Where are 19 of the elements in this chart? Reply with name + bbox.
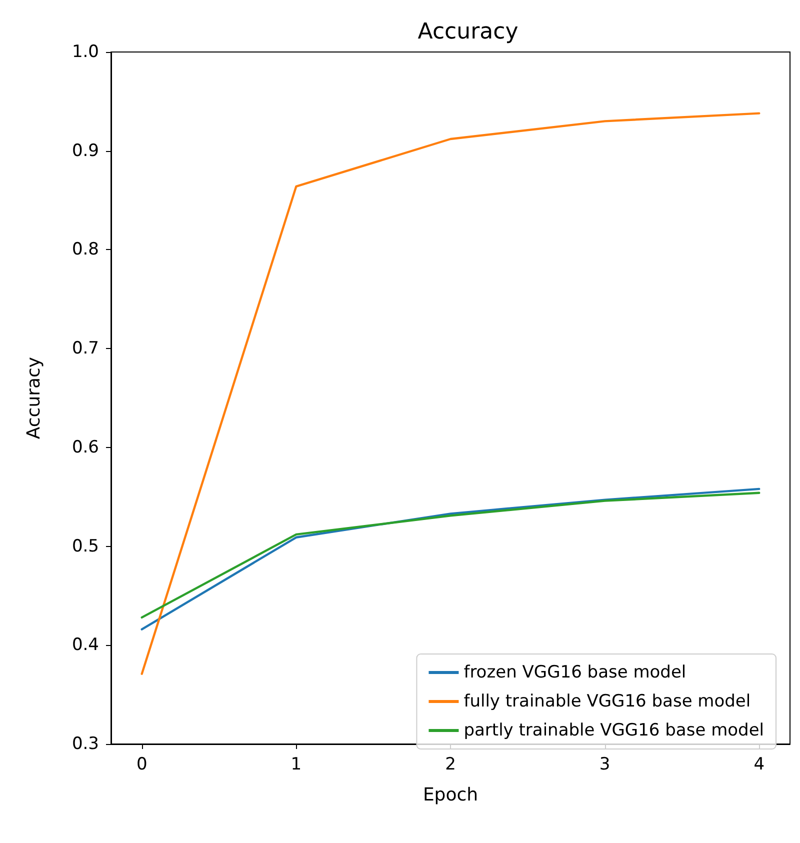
x-tick-label: 0 — [136, 754, 148, 774]
chart-title: Accuracy — [418, 20, 518, 44]
legend-label: frozen VGG16 base model — [464, 662, 686, 682]
x-tick-label: 4 — [754, 754, 765, 774]
x-tick-label: 1 — [290, 754, 302, 774]
legend-label: partly trainable VGG16 base model — [464, 720, 764, 740]
y-tick-label: 0.8 — [72, 240, 99, 260]
x-tick-label: 3 — [599, 754, 610, 774]
y-tick-label: 0.3 — [72, 734, 99, 754]
y-tick-label: 0.5 — [72, 536, 99, 556]
y-axis-title: Accuracy — [24, 356, 44, 440]
x-tick-label: 2 — [445, 754, 456, 774]
legend-label: fully trainable VGG16 base model — [464, 692, 751, 712]
y-tick-label: 0.9 — [72, 140, 99, 161]
x-axis-title: Epoch — [422, 784, 478, 806]
y-tick-label: 0.7 — [72, 338, 99, 359]
y-tick-label: 0.4 — [72, 635, 99, 656]
y-tick-label: 0.6 — [72, 437, 99, 458]
y-tick-label: 1.0 — [72, 42, 99, 62]
